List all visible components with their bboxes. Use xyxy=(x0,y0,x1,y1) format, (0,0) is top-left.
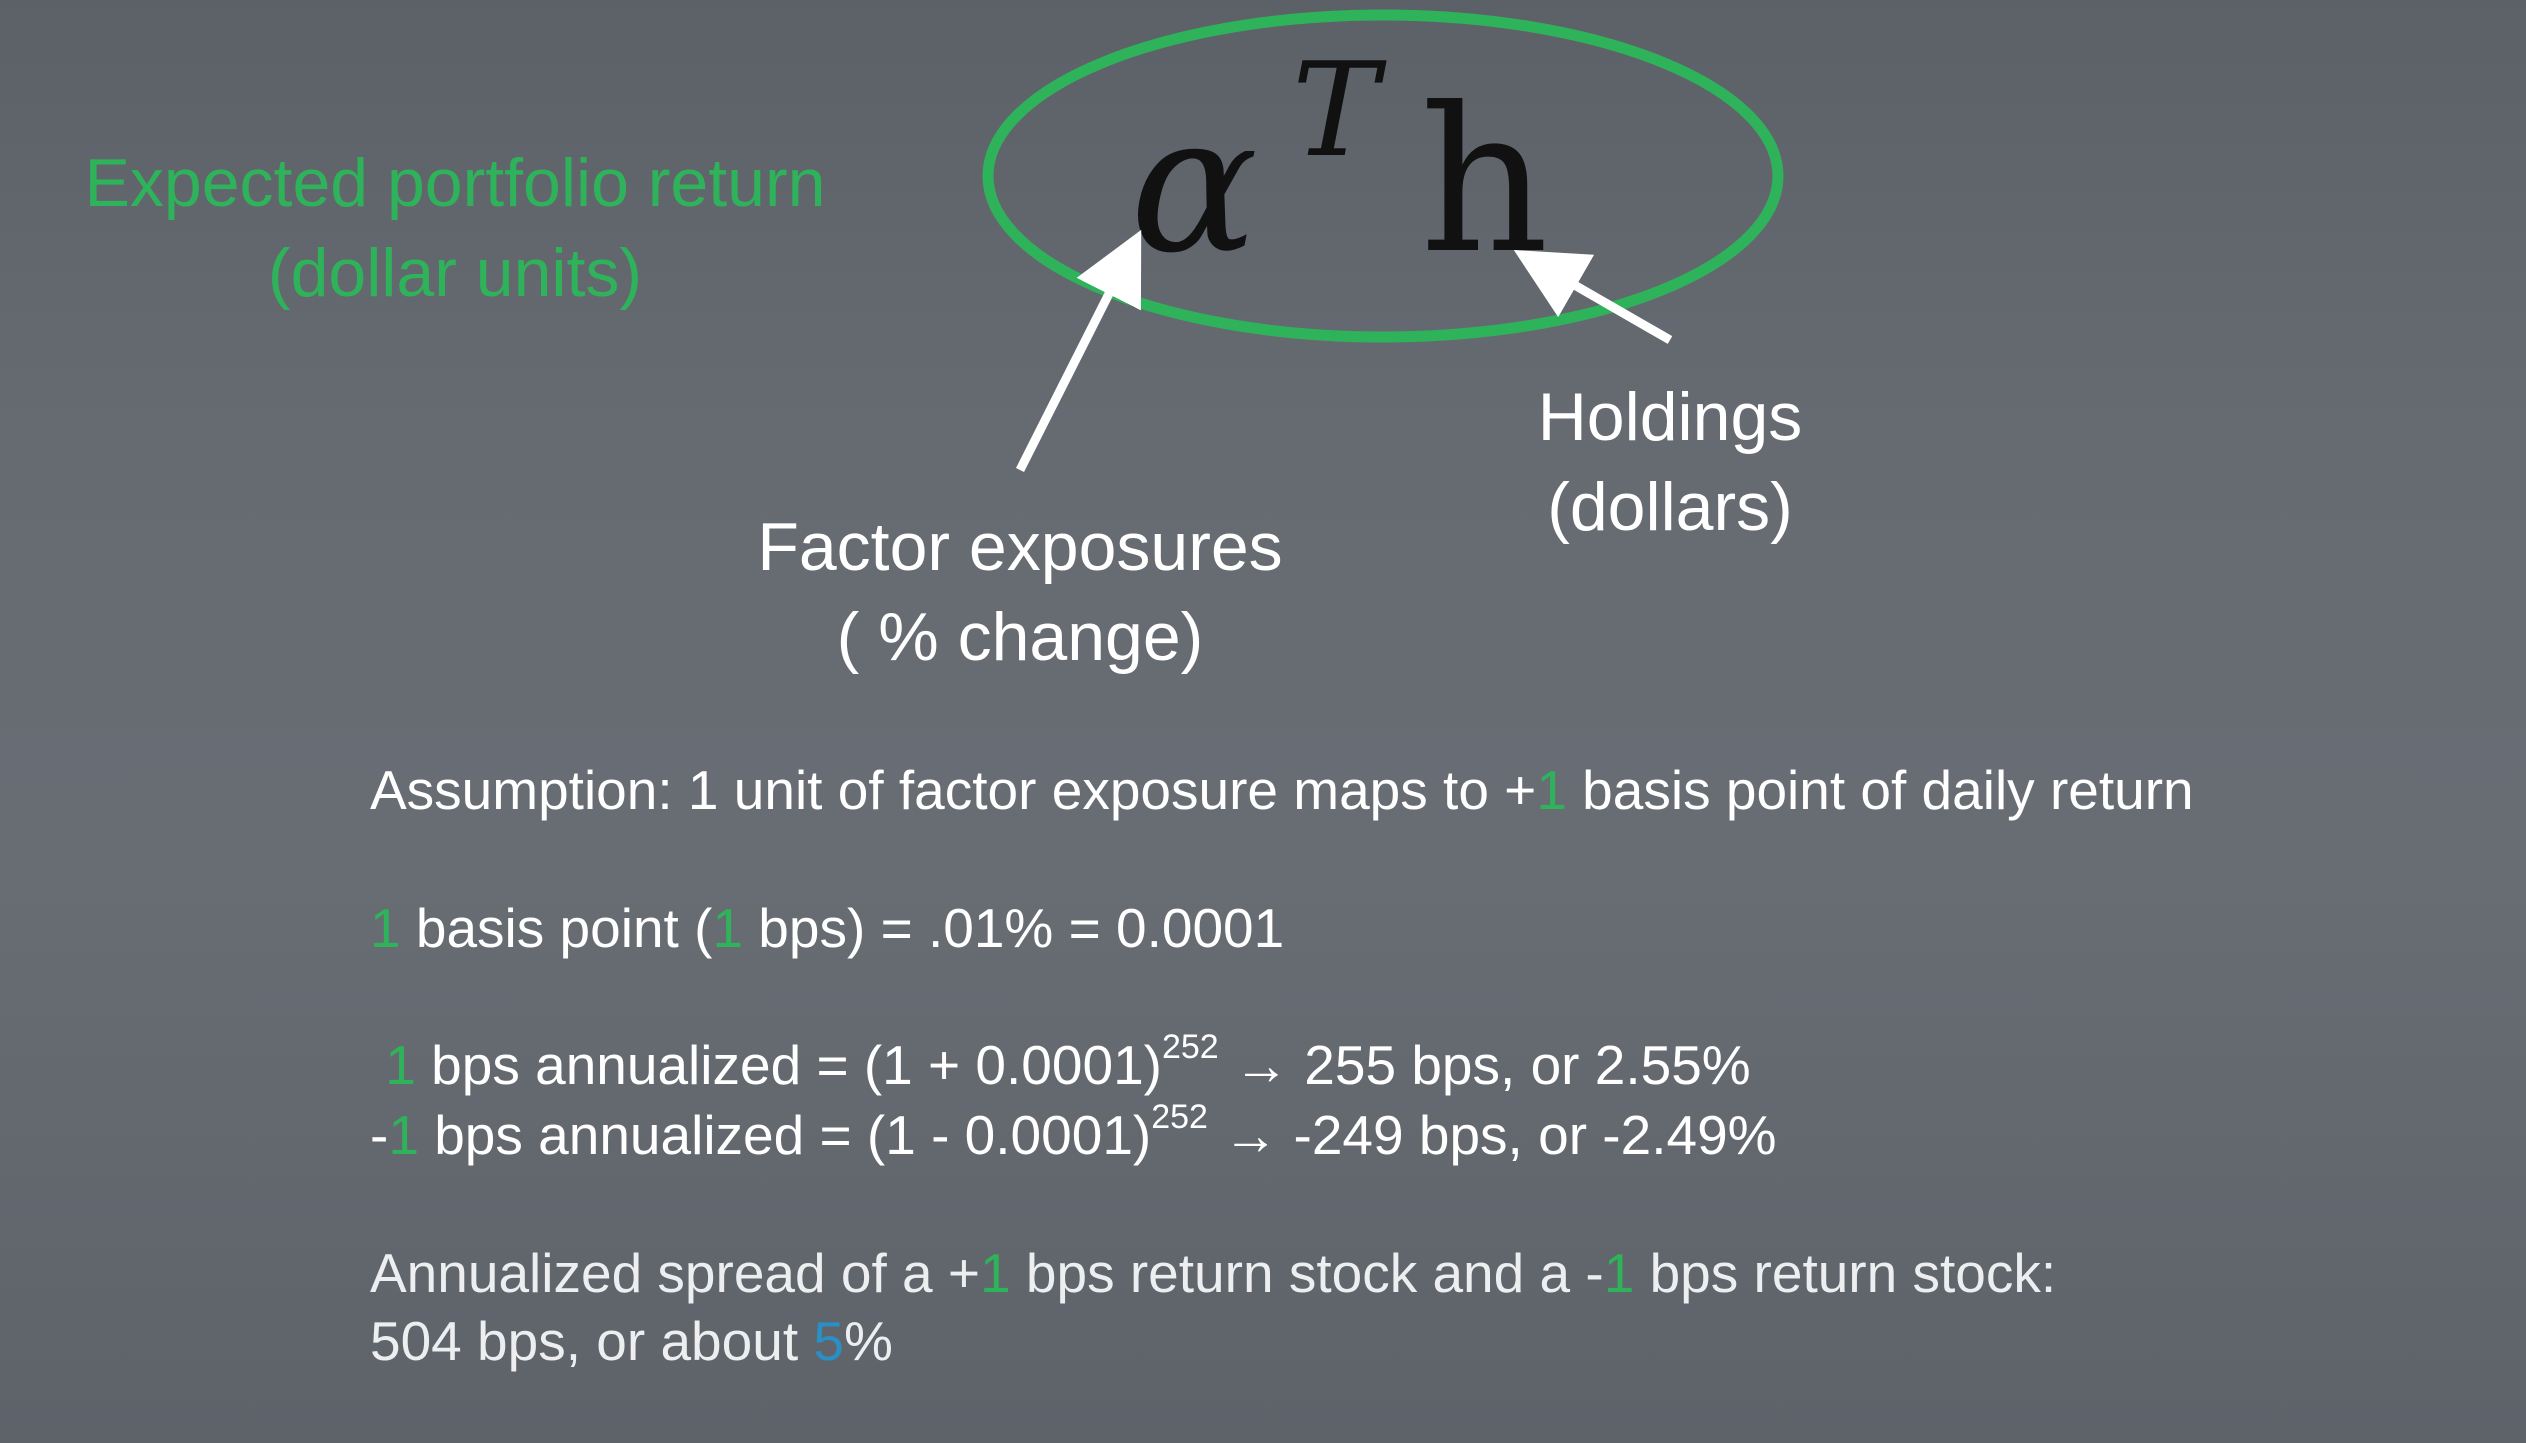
holdings-label: Holdings (dollars) xyxy=(1470,372,1870,552)
formula-highlight-ellipse xyxy=(982,9,1784,343)
pos-annual-part2: → 255 bps, or 2.55% xyxy=(1218,1034,1751,1096)
positive-annualized-line: 1 bps annualized = (1 + 0.0001)252 → 255… xyxy=(370,1028,1751,1108)
expected-return-line1: Expected portfolio return xyxy=(84,145,826,221)
bps-def-part1: basis point ( xyxy=(400,897,713,959)
pos-annual-part1: bps annualized = (1 + 0.0001) xyxy=(415,1034,1162,1096)
formula-transpose: T xyxy=(1292,34,1387,186)
factor-exposures-label: Factor exposures ( % change) xyxy=(680,502,1360,682)
bps-def-part2: bps) = .01% = 0.0001 xyxy=(743,897,1285,959)
factor-exposure-arrow xyxy=(1015,229,1142,473)
assumption-one: 1 xyxy=(1536,759,1567,821)
spread-one-b: 1 xyxy=(1603,1242,1635,1304)
assumption-part1: Assumption: 1 unit of factor exposure ma… xyxy=(370,759,1537,821)
neg-annual-exponent: 252 xyxy=(1151,1098,1208,1136)
neg-annual-part1: bps annualized = (1 - 0.0001) xyxy=(418,1104,1152,1166)
bps-def-one-a: 1 xyxy=(370,897,401,959)
holdings-line1: Holdings xyxy=(1537,379,1803,455)
neg-annual-one: 1 xyxy=(388,1104,419,1166)
spread-part1: Annualized spread of a + xyxy=(370,1242,981,1304)
spread-one-a: 1 xyxy=(980,1242,1011,1304)
factor-exposures-line2: ( % change) xyxy=(836,599,1204,675)
bps-def-one-b: 1 xyxy=(712,897,744,959)
formula-alpha: α xyxy=(1130,74,1258,295)
neg-annual-minus: - xyxy=(370,1104,389,1166)
assumption-part2: basis point of daily return xyxy=(1566,759,2194,821)
spread-part3: bps return stock: xyxy=(1634,1242,2057,1304)
pos-annual-exponent: 252 xyxy=(1161,1028,1219,1066)
spread-line2-part1: 504 bps, or about xyxy=(370,1310,814,1372)
expected-return-label: Expected portfolio return (dollar units) xyxy=(20,138,890,318)
formula-diagram: α T h xyxy=(982,9,1784,473)
basis-point-definition: 1 basis point (1 bps) = .01% = 0.0001 xyxy=(370,893,1284,963)
neg-annual-part2: → -249 bps, or -2.49% xyxy=(1207,1104,1777,1166)
spread-line-1: Annualized spread of a +1 bps return sto… xyxy=(370,1238,2056,1308)
factor-exposures-line1: Factor exposures xyxy=(757,509,1283,585)
formula-h: h xyxy=(1420,65,1549,298)
pos-annual-one: 1 xyxy=(385,1034,416,1096)
spread-five: 5 xyxy=(813,1310,844,1372)
expected-return-line2: (dollar units) xyxy=(267,235,643,311)
negative-annualized-line: -1 bps annualized = (1 - 0.0001)252 → -2… xyxy=(370,1098,1777,1178)
spread-part2: bps return stock and a - xyxy=(1010,1242,1604,1304)
spread-line-2: 504 bps, or about 5% xyxy=(370,1306,893,1376)
holdings-line2: (dollars) xyxy=(1547,469,1793,545)
spread-line2-part2: % xyxy=(843,1310,893,1372)
assumption-text: Assumption: 1 unit of factor exposure ma… xyxy=(370,755,2194,825)
holdings-arrow xyxy=(1513,250,1673,344)
